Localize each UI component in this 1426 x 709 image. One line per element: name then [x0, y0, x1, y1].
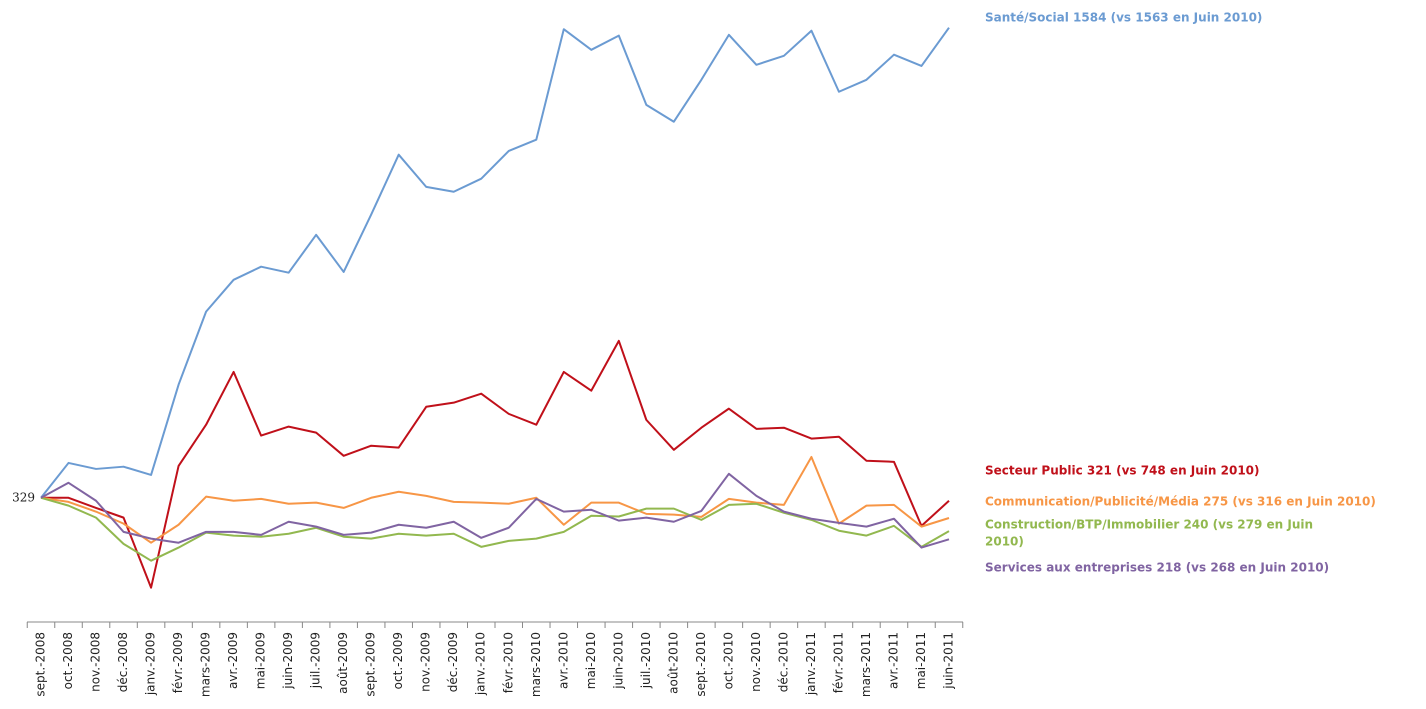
series-label: Secteur Public 321 (vs 748 en Juin 2010)	[985, 464, 1260, 478]
series-line	[41, 339, 950, 589]
x-tick-label: juin-2011	[942, 632, 956, 690]
x-tick-label: janv.-2009	[144, 632, 158, 696]
x-tick-label: sept.-2009	[364, 632, 378, 697]
series-line	[40, 496, 950, 562]
x-tick-label: nov.-2008	[89, 632, 103, 692]
x-tick-label: sept.-2010	[694, 632, 708, 697]
series-label: Santé/Social 1584 (vs 1563 en Juin 2010)	[985, 11, 1262, 25]
x-tick-label: mars-2010	[529, 632, 543, 697]
x-tick-label: juin-2009	[281, 632, 295, 690]
series-label: Construction/BTP/Immobilier 240 (vs 279 …	[985, 518, 1313, 532]
x-tick-label: mars-2011	[859, 632, 873, 697]
x-tick-label: févr.-2009	[171, 632, 185, 693]
x-tick-label: avr.-2011	[886, 632, 900, 689]
series-line	[40, 27, 950, 499]
series-line	[40, 472, 950, 549]
x-tick-label: mai-2011	[914, 632, 928, 689]
x-tick-label: déc.-2010	[776, 632, 790, 692]
x-tick-label: mars-2009	[199, 632, 213, 697]
x-tick-label: juil.-2010	[639, 632, 653, 689]
x-tick-label: avr.-2009	[226, 632, 240, 689]
x-tick-label: avr.-2010	[556, 632, 570, 689]
x-tick-label: mai-2010	[584, 632, 598, 689]
x-tick-label: sept.-2008	[34, 632, 48, 697]
x-tick-label: oct.-2009	[391, 632, 405, 689]
series-label: Communication/Publicité/Média 275 (vs 31…	[985, 495, 1376, 509]
x-tick-label: août-2009	[336, 632, 350, 694]
series-line	[40, 455, 950, 544]
x-tick-label: déc.-2008	[116, 632, 130, 692]
x-tick-label: oct.-2010	[721, 632, 735, 689]
x-tick-label: févr.-2010	[501, 632, 515, 693]
x-tick-label: juin-2010	[611, 632, 625, 690]
series-label: Services aux entreprises 218 (vs 268 en …	[985, 561, 1329, 575]
x-tick-label: nov.-2009	[419, 632, 433, 692]
x-tick-label: nov.-2010	[749, 632, 763, 692]
x-tick-label: oct.-2008	[61, 632, 75, 689]
series-label: 2010)	[985, 535, 1024, 549]
annotation: 329	[12, 490, 35, 504]
x-tick-label: juil.-2009	[309, 632, 323, 689]
x-tick-label: janv.-2011	[804, 632, 818, 696]
x-tick-label: janv.-2010	[474, 632, 488, 696]
x-tick-label: août-2010	[666, 632, 680, 694]
x-tick-label: févr.-2011	[831, 632, 845, 693]
x-tick-label: déc.-2009	[446, 632, 460, 692]
x-tick-label: mai-2009	[254, 632, 268, 689]
